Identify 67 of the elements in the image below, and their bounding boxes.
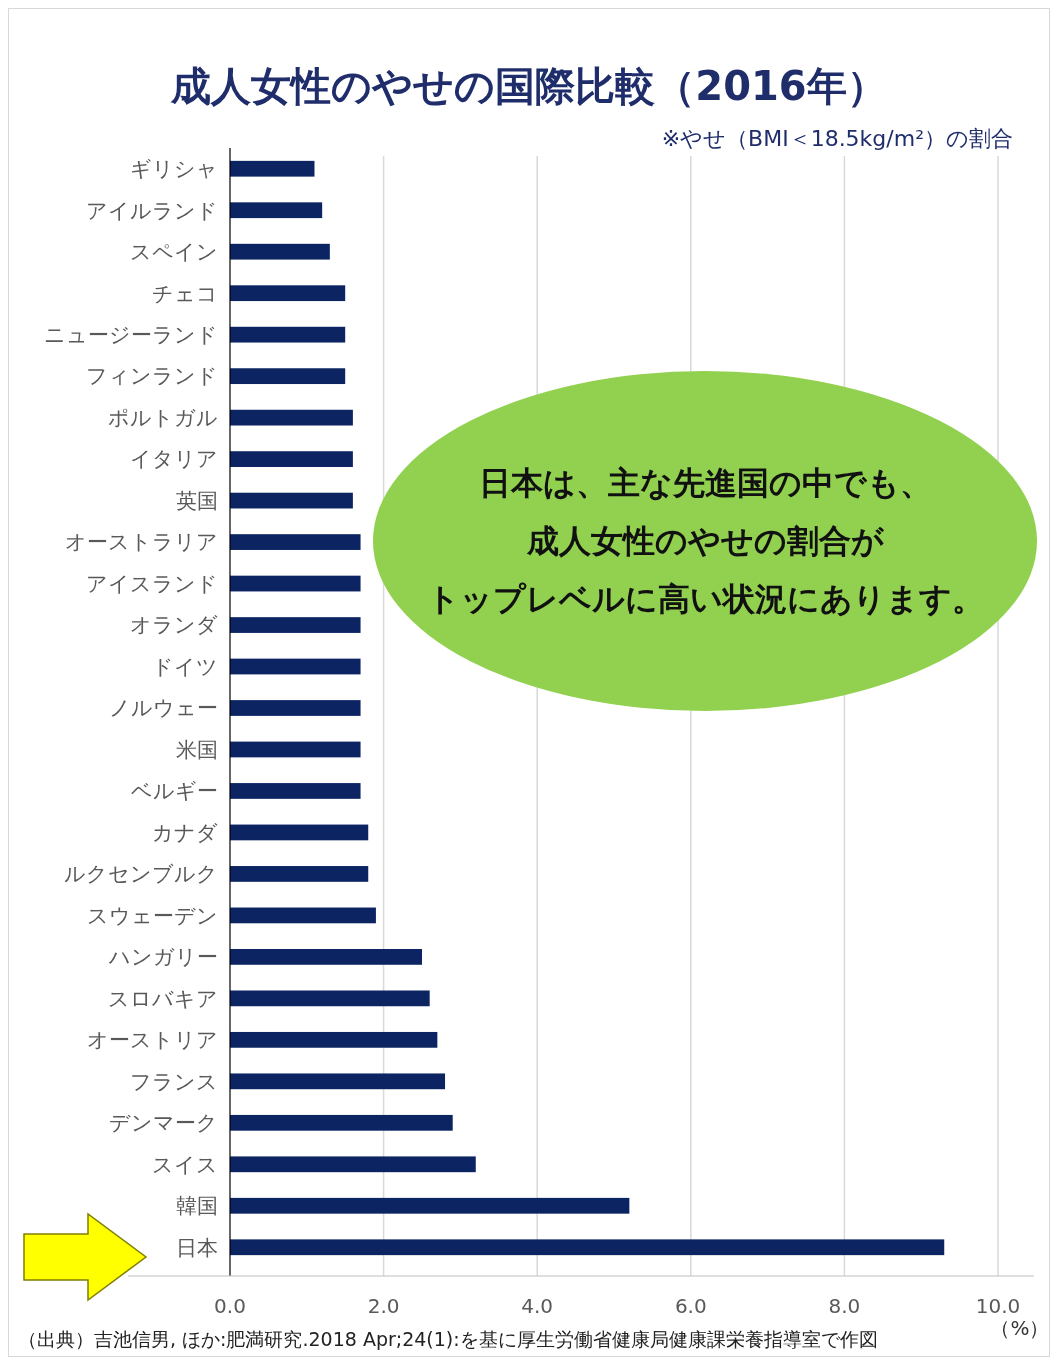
bar bbox=[230, 824, 369, 841]
bar bbox=[230, 1156, 476, 1173]
annotation: 日本は、主な先進国の中でも、 bbox=[478, 464, 932, 503]
bar bbox=[230, 1239, 945, 1256]
text: （出典）吉池信男, ほか:肥満研究.2018 Apr;24(1):を基に厚生労働省健康局健康課栄養指導室で作図 bbox=[18, 1328, 878, 1350]
chart-title: 成人女性のやせの国際比較（2016年） bbox=[170, 63, 887, 109]
y-tick-label: ノルウェー bbox=[109, 696, 218, 721]
bar bbox=[230, 492, 353, 509]
y-tick-label: スペイン bbox=[130, 240, 218, 265]
y-tick-label: フィンランド bbox=[86, 364, 218, 389]
bar bbox=[230, 866, 369, 882]
bar bbox=[230, 202, 323, 219]
y-tick-label: ドイツ bbox=[152, 654, 218, 679]
x-tick-label: 0.0 bbox=[214, 1294, 246, 1318]
bar bbox=[230, 409, 353, 426]
x-tick-label: 8.0 bbox=[828, 1294, 861, 1318]
y-tick-label: スロバキア bbox=[108, 986, 218, 1011]
bar bbox=[230, 1031, 438, 1048]
x-tick-label: 10.0 bbox=[975, 1294, 1021, 1318]
bar bbox=[230, 285, 346, 302]
bar bbox=[230, 1114, 453, 1131]
y-tick-label: オランダ bbox=[130, 613, 218, 638]
y-tick-label: カナダ bbox=[152, 820, 218, 845]
x-tick-label: 6.0 bbox=[674, 1294, 707, 1318]
bar bbox=[230, 741, 361, 758]
bar bbox=[230, 617, 361, 633]
bar bbox=[230, 949, 422, 965]
bar bbox=[230, 700, 361, 716]
annotation: トップレベルに高い状況にあります。 bbox=[426, 580, 984, 619]
y-tick-label: 米国 bbox=[176, 737, 218, 762]
y-tick-label: オーストラリア bbox=[65, 530, 218, 555]
y-tick-label: 英国 bbox=[176, 488, 218, 513]
bar bbox=[230, 783, 361, 799]
bar bbox=[230, 243, 330, 260]
y-tick-label: オーストリア bbox=[87, 1028, 218, 1053]
y-tick-label: ベルギー bbox=[131, 779, 218, 804]
x-tick-label: 2.0 bbox=[367, 1294, 400, 1318]
bar bbox=[230, 160, 315, 177]
bar bbox=[230, 534, 361, 550]
y-tick-label: チェコ bbox=[152, 281, 218, 306]
y-tick-label: 韓国 bbox=[176, 1194, 218, 1219]
chart-subtitle: ※やせ（BMI＜18.5kg/m²）の割合 bbox=[661, 126, 1013, 151]
y-tick-label: アイルランド bbox=[86, 198, 218, 223]
x-axis-title: （%） bbox=[990, 1316, 1050, 1340]
bar bbox=[230, 451, 353, 467]
bar bbox=[230, 368, 346, 385]
y-tick-label: アイスランド bbox=[86, 571, 218, 596]
y-tick-label: ニュージーランド bbox=[44, 323, 218, 348]
y-tick-label: ポルトガル bbox=[108, 405, 218, 430]
bar bbox=[230, 575, 361, 592]
annotation: 成人女性のやせの割合が bbox=[525, 522, 885, 561]
bar bbox=[230, 658, 361, 675]
y-tick-label: ルクセンブルク bbox=[64, 862, 218, 887]
bar bbox=[230, 326, 346, 343]
y-tick-label: フランス bbox=[130, 1069, 218, 1094]
y-tick-label: 日本 bbox=[176, 1235, 218, 1260]
bar bbox=[230, 1197, 630, 1214]
y-tick-label: イタリア bbox=[130, 447, 218, 472]
y-tick-label: ギリシャ bbox=[130, 157, 218, 182]
y-tick-label: スウェーデン bbox=[87, 903, 218, 928]
y-tick-label: スイス bbox=[152, 1152, 218, 1177]
x-tick-label: 4.0 bbox=[521, 1294, 554, 1318]
bar bbox=[230, 907, 376, 924]
bar bbox=[230, 990, 430, 1007]
bar bbox=[230, 1073, 446, 1090]
y-tick-label: デンマーク bbox=[109, 1111, 218, 1136]
y-tick-label: ハンガリー bbox=[108, 945, 218, 970]
